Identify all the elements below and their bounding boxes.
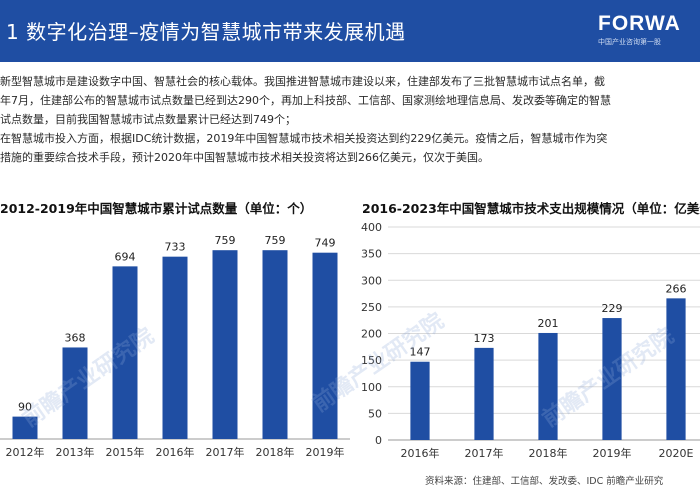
data-label: 229 — [602, 302, 623, 315]
y-tick-label: 350 — [361, 248, 382, 261]
chart-1-title: 2012-2019年中国智慧城市累计试点数量（单位：个） — [0, 201, 313, 216]
bar — [410, 361, 430, 440]
bar — [538, 332, 558, 440]
x-tick-label: 2015年 — [106, 445, 145, 459]
page-title: 1 数字化治理–疫情为智慧城市带来发展机遇 — [6, 20, 406, 44]
brand-logo: FORWA 中国产业咨询第一股 — [598, 12, 698, 48]
data-label: 147 — [410, 346, 431, 359]
x-tick-label: 2013年 — [56, 445, 95, 459]
intro-line: 在智慧城市投入方面，根据IDC统计数据，2019年中国智慧城市技术相关投资达到约… — [0, 132, 608, 145]
x-tick-label: 2016年 — [401, 446, 440, 460]
data-label: 90 — [18, 401, 32, 414]
source-note: 资料来源：住建部、工信部、发改委、IDC 前瞻产业研究 — [425, 476, 664, 487]
y-tick-label: 300 — [361, 274, 382, 287]
data-label: 266 — [666, 282, 687, 295]
bar — [62, 347, 88, 439]
x-tick-label: 2019年 — [593, 446, 632, 460]
bar — [162, 256, 188, 439]
x-tick-label: 2018年 — [256, 445, 295, 459]
intro-line: 试点数量，目前我国智慧城市试点数量累计已经达到749个； — [0, 113, 296, 126]
x-tick-label: 2019年 — [306, 445, 345, 459]
y-tick-label: 0 — [375, 434, 382, 447]
y-tick-label: 50 — [368, 407, 382, 420]
data-label: 201 — [538, 317, 559, 330]
x-tick-label: 2012年 — [6, 445, 45, 459]
data-label: 173 — [474, 332, 495, 345]
data-label: 368 — [65, 331, 86, 344]
intro-line: 新型智慧城市是建设数字中国、智慧社会的核心载体。我国推进智慧城市建设以来，住建部… — [0, 75, 605, 88]
data-label: 759 — [265, 234, 286, 247]
data-label: 694 — [115, 250, 136, 263]
y-tick-label: 100 — [361, 381, 382, 394]
pilot-count-bar-chart: 90 2012年 368 2013年 694 2015年 733 2016年 759 2017年 7… — [0, 234, 350, 459]
data-label: 759 — [215, 234, 236, 247]
bar — [12, 416, 38, 439]
y-tick-label: 150 — [361, 354, 382, 367]
bar — [212, 250, 238, 439]
data-label: 749 — [315, 237, 336, 250]
x-tick-label: 2016年 — [156, 445, 195, 459]
intro-line: 措施的重要综合技术手段，预计2020年中国智慧城市技术相关投资将达到266亿美元… — [0, 151, 489, 164]
y-tick-label: 250 — [361, 301, 382, 314]
x-tick-label: 2017年 — [206, 445, 245, 459]
y-tick-label: 200 — [361, 328, 382, 341]
bar — [602, 318, 622, 440]
x-tick-label: 2020E — [659, 447, 694, 460]
x-tick-label: 2017年 — [465, 446, 504, 460]
bar — [112, 266, 138, 439]
intro-text: 新型智慧城市是建设数字中国、智慧社会的核心载体。我国推进智慧城市建设以来，住建部… — [0, 72, 700, 167]
logo-tagline: 中国产业咨询第一股 — [598, 38, 661, 46]
data-label: 733 — [165, 241, 186, 254]
y-tick-label: 400 — [361, 221, 382, 234]
header-bar: 1 数字化治理–疫情为智慧城市带来发展机遇 FORWA 中国产业咨询第一股 — [0, 0, 700, 62]
bar — [312, 252, 338, 439]
x-tick-label: 2018年 — [529, 446, 568, 460]
bar — [262, 250, 288, 439]
logo-wordmark: FORWA — [598, 12, 681, 35]
chart-2-title: 2016-2023年中国智慧城市技术支出规模情况（单位：亿美元） — [362, 201, 700, 216]
intro-line: 年7月，住建部公布的智慧城市试点数量已经到达290个，再加上科技部、工信部、国家… — [0, 94, 611, 107]
bar — [474, 347, 494, 440]
bar — [666, 298, 686, 440]
